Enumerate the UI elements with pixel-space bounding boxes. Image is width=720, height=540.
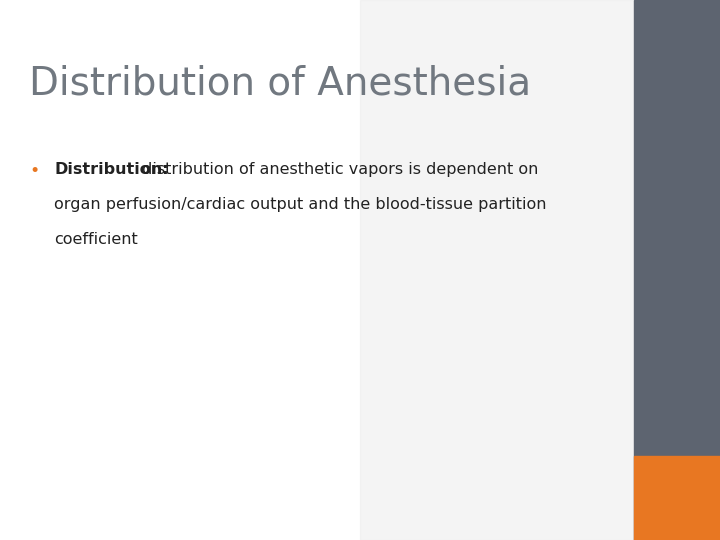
Text: Distribution:: Distribution:	[54, 162, 168, 177]
Text: Distribution of Anesthesia: Distribution of Anesthesia	[29, 65, 531, 103]
Text: organ perfusion/cardiac output and the blood-tissue partition: organ perfusion/cardiac output and the b…	[54, 197, 546, 212]
Text: distribution of anesthetic vapors is dependent on: distribution of anesthetic vapors is dep…	[137, 162, 538, 177]
Bar	[634, 456, 720, 540]
Text: •: •	[30, 162, 40, 180]
Bar	[634, 0, 720, 540]
Text: coefficient: coefficient	[54, 232, 138, 247]
Bar	[360, 0, 634, 540]
